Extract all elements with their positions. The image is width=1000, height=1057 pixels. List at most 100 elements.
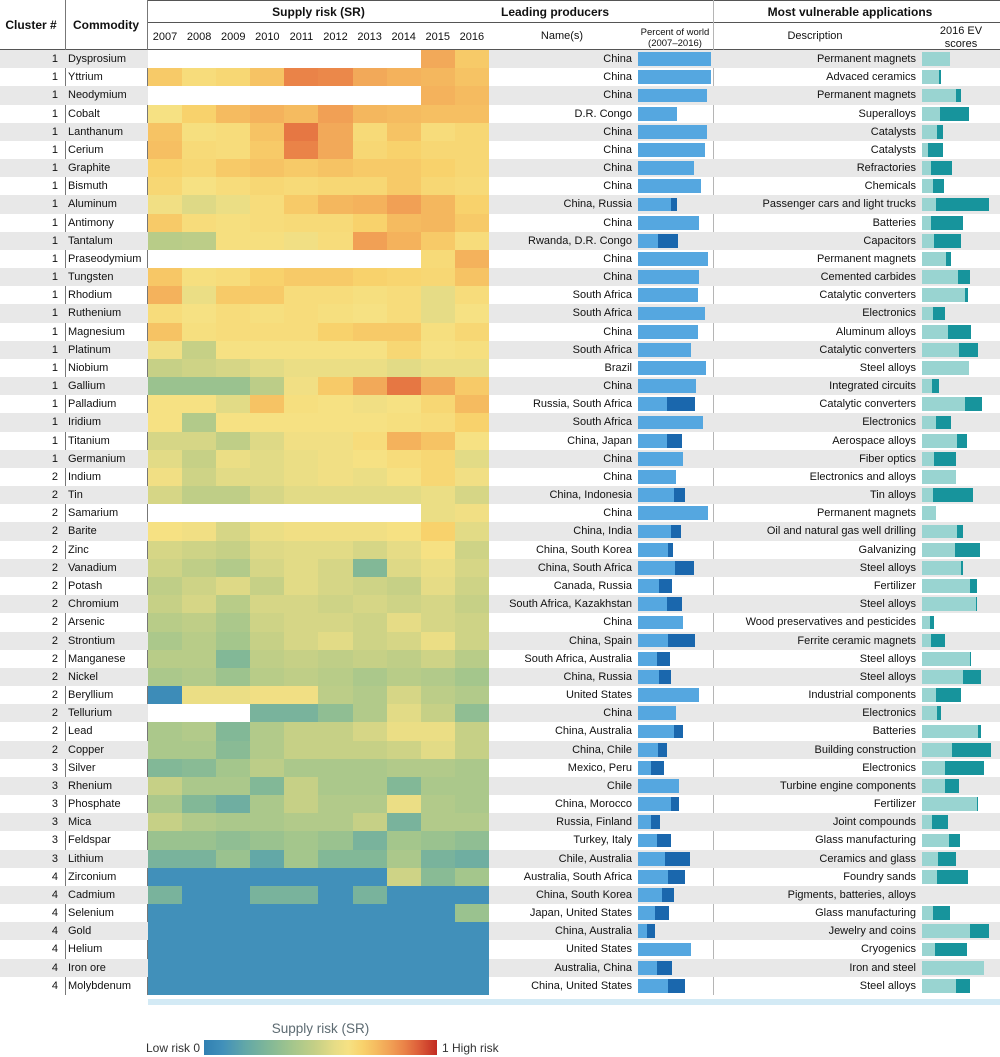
heat-cell [386, 940, 421, 959]
application-label: Permanent magnets [816, 53, 916, 65]
heat-cell [352, 449, 387, 468]
heat-cell [182, 467, 217, 487]
table-row: 1 Niobium Brazil Steel alloys [0, 358, 1000, 378]
heat-cell [420, 322, 455, 341]
application-label: Capacitors [863, 234, 916, 247]
heat-cell [386, 358, 421, 378]
ev-bar-light [922, 742, 952, 757]
heat-cell [182, 522, 217, 541]
producer-bar-secondary [651, 815, 661, 830]
heat-cell [182, 558, 217, 577]
heat-cell [182, 195, 217, 214]
producer-bar [638, 451, 712, 466]
heat-cell [284, 340, 319, 359]
heat-cells [148, 558, 489, 577]
heat-cell [352, 540, 387, 559]
heat-cell [284, 249, 319, 269]
cluster-cell: 2 [51, 616, 58, 629]
ev-bar-light [922, 252, 947, 266]
application-label: Wood preservatives and pesticides [745, 616, 916, 629]
heat-cell [386, 377, 421, 396]
leading-producers-header: Leading producers [500, 5, 610, 19]
heat-cell [318, 922, 353, 941]
ev-bar-light [922, 70, 940, 85]
heat-cell [352, 122, 387, 141]
producer-bar [638, 215, 712, 230]
producers-label: China, Russia [563, 198, 632, 211]
heat-cell [318, 358, 353, 378]
table-row: 2 Beryllium United States Industrial com… [0, 686, 1000, 705]
heat-cell [318, 631, 353, 650]
heat-cell [250, 522, 285, 541]
heat-cell [250, 558, 285, 577]
application-label: Permanent magnets [816, 89, 916, 102]
heat-cell [148, 68, 183, 87]
ev-bar [922, 597, 1000, 612]
commodity-cell: Tantalum [68, 234, 113, 247]
commodity-cell: Helium [68, 943, 103, 956]
table-row: 2 Arsenic China Wood preservatives and p… [0, 613, 1000, 632]
ev-bar-dark [929, 615, 935, 630]
heat-cells [148, 304, 489, 323]
commodity-cell: Molybdenum [68, 979, 131, 992]
ev-bar [922, 270, 1000, 285]
heat-cell [352, 631, 387, 650]
commodity-cell: Mica [68, 816, 92, 829]
table-body: 1 Dysprosium China Permanent magnets 1 Y… [0, 50, 1000, 995]
heat-cell [318, 159, 353, 178]
heat-cell [148, 522, 183, 541]
heat-cell [386, 340, 421, 359]
table-row: 2 Samarium China Permanent magnets [0, 504, 1000, 523]
commodity-cell: Cobalt [68, 107, 100, 120]
heat-cell [284, 177, 319, 196]
table-row: 3 Feldspar Turkey, Italy Glass manufactu… [0, 831, 1000, 850]
heat-cell [182, 395, 217, 414]
heat-cell [318, 231, 353, 250]
ev-bar-light [922, 342, 960, 357]
cluster-cell: 4 [51, 979, 58, 992]
table-row: 1 Ruthenium South Africa Electronics [0, 304, 1000, 323]
heat-cell [386, 922, 421, 941]
ev-bar-light [922, 124, 937, 139]
heat-cell [420, 213, 455, 232]
heat-cell [386, 976, 421, 995]
commodity-cell: Rhodium [68, 289, 113, 302]
cluster-cell: 3 [51, 761, 58, 774]
producers-label: China, Morocco [554, 798, 632, 811]
heat-cell [148, 467, 183, 487]
application-label: Ferrite ceramic magnets [797, 634, 916, 647]
producer-bar-primary [638, 724, 675, 739]
ev-bar-light [922, 706, 937, 721]
heat-cell [250, 358, 285, 378]
heat-cell [318, 122, 353, 141]
producers-label: United States [565, 689, 632, 702]
producer-bar [638, 342, 712, 357]
ev-bar-dark [951, 742, 991, 757]
producer-bar [638, 88, 712, 103]
heat-cell [352, 813, 387, 832]
producers-label: Rwanda, D.R. Congo [528, 234, 632, 247]
heat-cell [284, 377, 319, 396]
producer-bar-secondary [671, 524, 681, 539]
ev-bar-light [922, 760, 946, 775]
heat-cell [216, 231, 251, 250]
heat-cell [284, 667, 319, 687]
producer-bar-primary [638, 888, 662, 902]
ev-bar [922, 451, 1000, 466]
producer-bar [638, 597, 712, 612]
producers-label: China [603, 325, 632, 338]
heat-cell [352, 686, 387, 705]
table-row: 1 Titanium China, Japan Aerospace alloys [0, 431, 1000, 450]
producers-label: Russia, South Africa [532, 398, 632, 411]
cluster-cell: 1 [51, 434, 58, 447]
heat-cell [284, 722, 319, 741]
heat-cells [148, 50, 489, 69]
producers-label: South Africa [572, 343, 632, 356]
ev-bar-light [922, 324, 948, 339]
cluster-cell: 4 [51, 888, 58, 901]
heat-cell [420, 231, 455, 250]
heat-cell [454, 795, 489, 814]
ev-bar [922, 651, 1000, 666]
ev-bar-dark [957, 524, 964, 539]
heat-cell [250, 922, 285, 941]
